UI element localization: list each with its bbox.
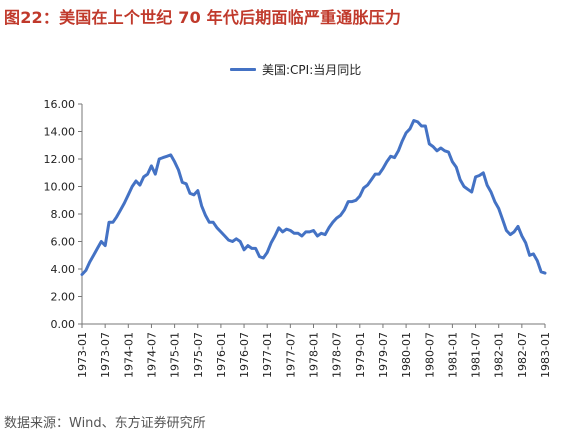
y-tick-label: 12.00 [44, 153, 76, 166]
x-tick-label: 1977-07 [284, 332, 297, 378]
y-axis-ticks: 0.00 2.00 4.00 6.00 8.00 10.00 12.00 14.00 16.00 [44, 98, 82, 331]
x-tick-label: 1975-07 [192, 332, 205, 378]
data-source: 数据来源：Wind、东方证券研究所 [4, 416, 206, 431]
x-tick-label: 1974-01 [122, 332, 135, 378]
x-tick-label: 1973-01 [76, 332, 89, 378]
x-tick-label: 1976-07 [238, 332, 251, 378]
x-tick-label: 1976-01 [215, 332, 228, 378]
x-tick-label: 1980-01 [400, 332, 413, 378]
x-tick-label: 1982-07 [516, 332, 529, 378]
x-tick-label: 1981-07 [470, 332, 483, 378]
x-tick-label: 1979-01 [354, 332, 367, 378]
y-tick-label: 4.00 [51, 263, 76, 276]
x-tick-label: 1983-01 [539, 332, 552, 378]
legend-swatch [230, 68, 256, 71]
series-line-cpi [80, 119, 547, 276]
y-tick-label: 0.00 [51, 318, 76, 331]
legend: 美国:CPI:当月同比 [230, 61, 361, 78]
y-tick-label: 16.00 [44, 98, 76, 111]
y-tick-label: 14.00 [44, 126, 76, 139]
legend-label: 美国:CPI:当月同比 [262, 63, 362, 77]
y-tick-label: 6.00 [51, 236, 76, 249]
y-tick-label: 10.00 [44, 181, 76, 194]
x-tick-label: 1978-01 [308, 332, 321, 378]
x-tick-label: 1982-01 [493, 332, 506, 378]
chart-axes [81, 104, 545, 325]
x-tick-label: 1979-07 [377, 332, 390, 378]
x-tick-label: 1973-07 [99, 332, 112, 378]
chart-title: 图22：美国在上个世纪 70 年代后期面临严重通胀压力 [4, 8, 402, 27]
y-tick-label: 2.00 [51, 291, 76, 304]
x-tick-label: 1981-01 [446, 332, 459, 378]
x-tick-label: 1977-01 [261, 332, 274, 378]
x-tick-label: 1978-07 [331, 332, 344, 378]
x-tick-label: 1980-07 [423, 332, 436, 378]
series-layer [80, 119, 547, 276]
x-tick-label: 1974-07 [145, 332, 158, 378]
x-axis-ticks: 1973-01 1973-07 1974-01 1974-07 1975-01 1975-… [76, 324, 552, 378]
y-tick-label: 8.00 [51, 208, 76, 221]
x-tick-label: 1975-01 [169, 332, 182, 378]
